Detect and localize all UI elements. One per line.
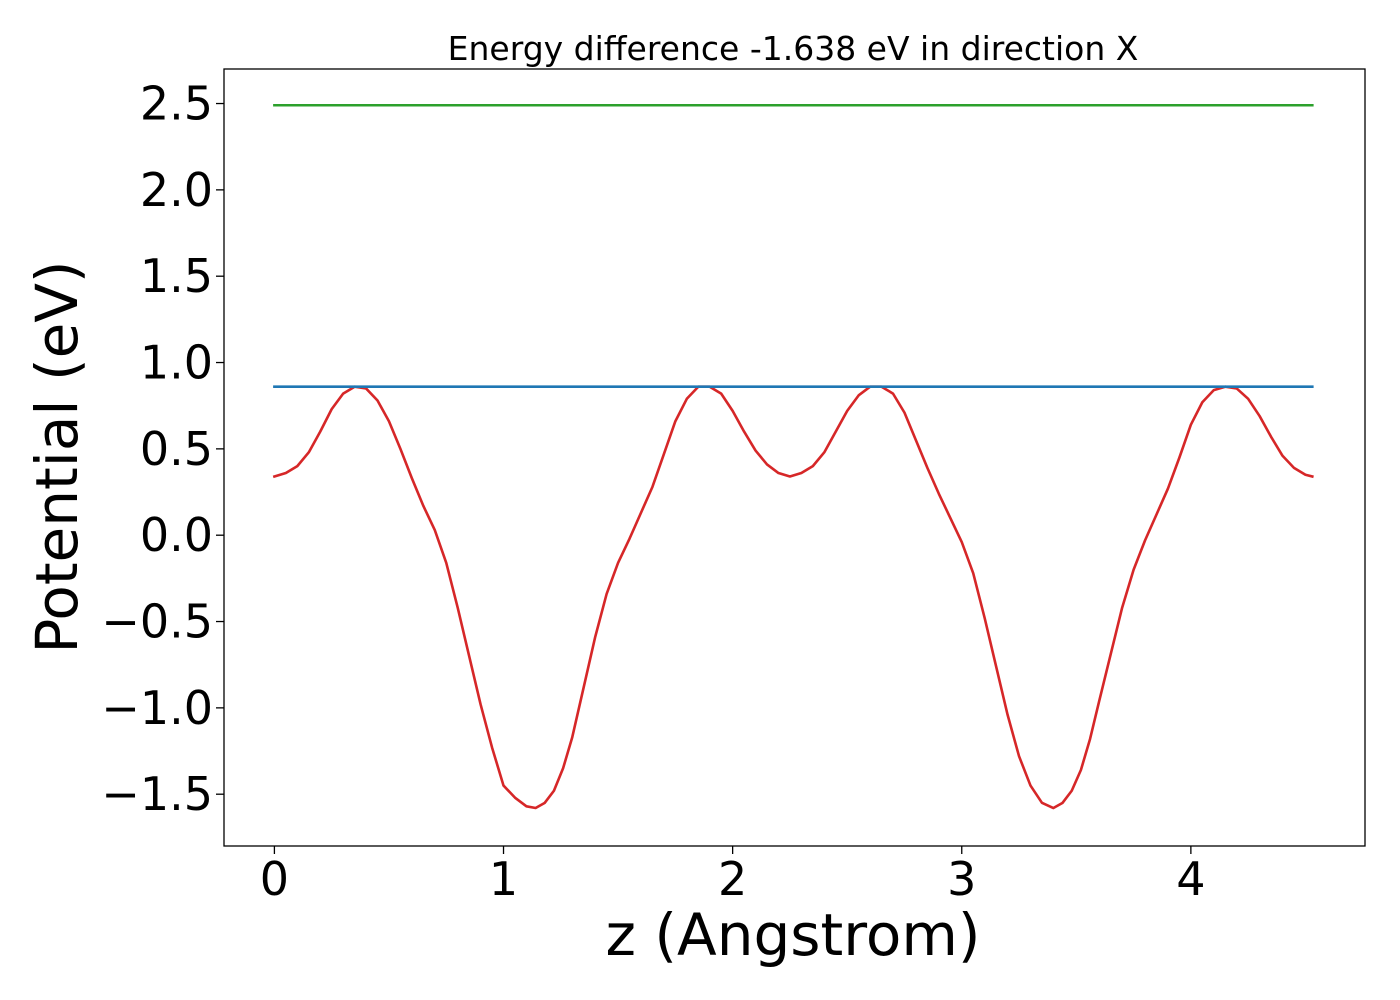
y-tick-label: 0.5 [140,422,213,476]
x-tick-label: 1 [489,852,518,906]
y-tick-label: 1.5 [140,249,213,303]
x-tick-label: 0 [260,852,289,906]
x-tick-label: 2 [718,852,747,906]
y-tick-label: −0.5 [101,595,213,649]
y-tick-label: 0.0 [140,508,213,562]
x-ticks: 0 1 2 3 4 [260,846,1206,906]
y-tick-label: 2.5 [140,77,213,131]
x-axis-label: z (Angstrom) [606,901,981,969]
y-tick-label: −1.5 [101,767,213,821]
y-ticks: −1.5 −1.0 −0.5 0.0 0.5 1.0 1.5 2.0 2.5 [101,77,224,821]
y-axis-label: Potential (eV) [23,260,91,653]
x-tick-label: 4 [1176,852,1205,906]
y-tick-label: 1.0 [140,336,213,390]
series-line-0 [272,385,1314,810]
chart-title: Energy difference -1.638 eV in direction… [448,29,1139,68]
x-tick-label: 3 [947,852,976,906]
y-tick-label: 2.0 [140,163,213,217]
series-layer [272,103,1314,810]
y-tick-label: −1.0 [101,681,213,735]
plot-frame [223,68,1366,847]
